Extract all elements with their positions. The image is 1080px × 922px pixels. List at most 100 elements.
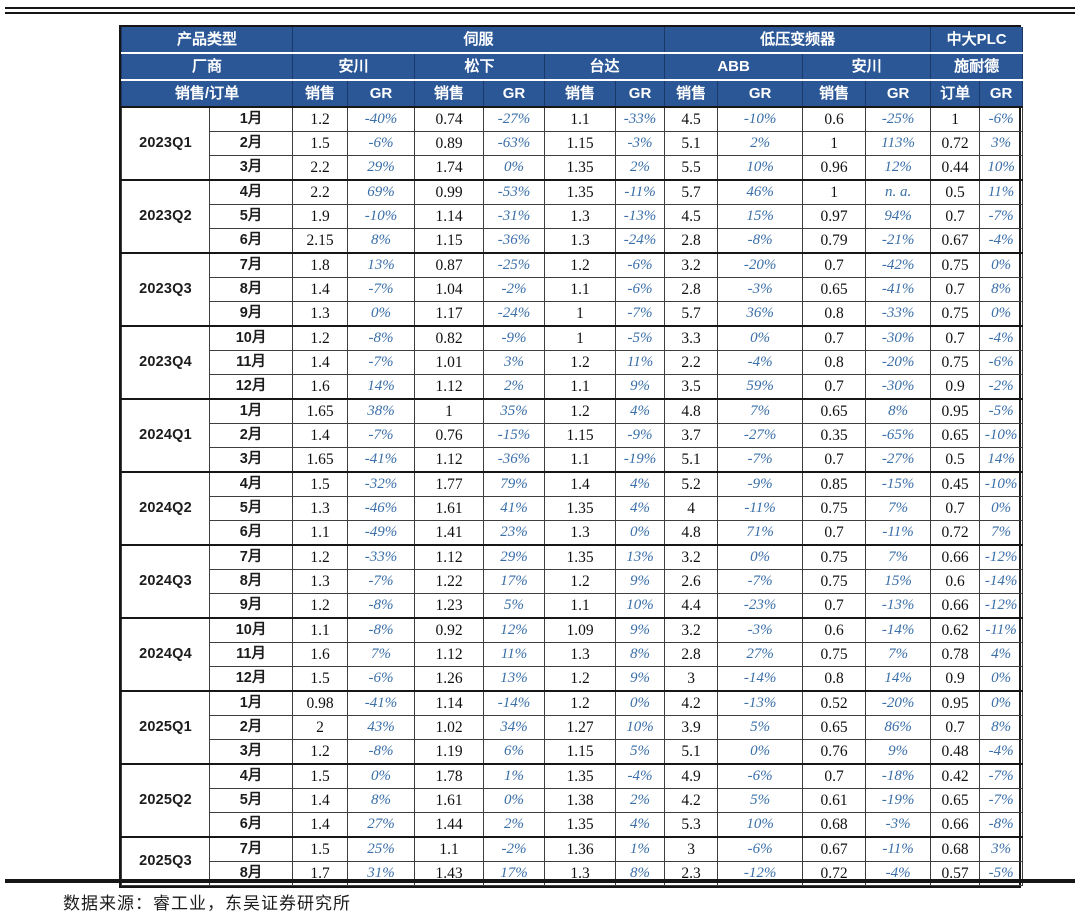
gr-cell: 7% — [865, 544, 932, 570]
gr-cell: 14% — [347, 374, 416, 400]
gr-cell: 69% — [347, 179, 416, 205]
sales-cell: 0.7 — [930, 715, 981, 740]
sales-cell: 4.2 — [664, 788, 719, 813]
sales-cell: 1.27 — [544, 715, 617, 740]
sales-cell: 1.1 — [544, 593, 617, 619]
table-row: 2024Q3 7月 1.2 -33% 1.12 29% 1.35 13% 3.2 0% 0.75 7%… — [121, 544, 1024, 619]
gr-cell: 12% — [483, 617, 546, 643]
header-cell: 产品类型 — [120, 27, 294, 54]
gr-cell: 3% — [483, 350, 546, 375]
table-row: 2025Q2 4月 1.5 0% 1.78 1% 1.35 -4% 4.9 -6% 0.7 -18% 0… — [121, 763, 1024, 838]
sales-cell: 2.2 — [664, 350, 719, 375]
month-cell: 8月 — [208, 569, 294, 594]
gr-cell: 9% — [615, 569, 666, 594]
gr-cell: 10% — [615, 715, 666, 740]
gr-cell: 41% — [483, 496, 546, 521]
sales-cell: 0.67 — [802, 836, 867, 862]
gr-cell: -41% — [865, 277, 932, 302]
table-row: 3月 1.65 -41% 1.12 -36% 1.1 -19% 5.1 -7% 0.7 -27% 0.… — [122, 447, 1024, 473]
gr-cell: 6% — [483, 739, 546, 765]
month-cell: 9月 — [208, 593, 294, 619]
gr-cell: -7% — [979, 204, 1024, 229]
sales-cell: 3 — [664, 666, 719, 692]
month-cell: 5月 — [208, 204, 294, 229]
quarter-cell: 2025Q2 — [121, 763, 210, 838]
gr-cell: -12% — [979, 593, 1024, 619]
gr-cell: -7% — [347, 277, 416, 302]
gr-cell: 25% — [347, 836, 416, 862]
sales-cell: 0.82 — [414, 325, 485, 351]
gr-cell: -3% — [615, 131, 666, 156]
gr-cell: 11% — [615, 350, 666, 375]
sales-cell: 3.7 — [664, 423, 719, 448]
table-row: 2023Q1 1月 1.2 -40% 0.74 -27% 1.1 -33% 4.5 -10% 0.6… — [121, 106, 1024, 181]
gr-cell: -41% — [347, 447, 416, 473]
table-row: 2025Q1 1月 0.98 -41% 1.14 -14% 1.2 0% 4.2 -13% 0.52… — [121, 690, 1024, 765]
gr-cell: 14% — [865, 666, 932, 692]
sales-cell: 1.35 — [544, 763, 617, 789]
quarter-cell: 2025Q1 — [121, 690, 210, 765]
gr-cell: -24% — [615, 228, 666, 254]
gr-cell: 14% — [979, 447, 1024, 473]
gr-cell: -14% — [717, 666, 804, 692]
gr-cell: -33% — [865, 301, 932, 327]
gr-cell: 23% — [483, 520, 546, 546]
table-row: 11月 1.4 -7% 1.01 3% 1.2 11% 2.2 -4% 0.8 -20% 0.75 -6… — [122, 350, 1024, 375]
gr-cell: 13% — [483, 666, 546, 692]
sales-cell: 0.8 — [802, 666, 867, 692]
sales-cell: 1.01 — [414, 350, 485, 375]
gr-cell: 29% — [347, 155, 416, 181]
gr-cell: -6% — [347, 666, 416, 692]
header-cell: 厂商 — [120, 52, 294, 81]
gr-cell: -3% — [717, 277, 804, 302]
month-cell: 11月 — [208, 350, 294, 375]
month-cell: 1月 — [208, 690, 294, 716]
table-row: 2024Q1 1月 1.65 38% 1 35% 1.2 4% 4.8 7% 0.65 8% 0.95-… — [121, 398, 1024, 473]
table-row: 2024Q4 10月 1.1 -8% 0.92 12% 1.09 9% 3.2 -3% 0.6 -14… — [121, 617, 1024, 692]
gr-cell: -3% — [717, 617, 804, 643]
gr-cell: 2% — [717, 131, 804, 156]
sales-cell: 0.75 — [802, 642, 867, 667]
sales-cell: 1.3 — [292, 496, 349, 521]
gr-cell: 0% — [347, 301, 416, 327]
sales-cell: 0.75 — [802, 544, 867, 570]
gr-cell: -6% — [347, 131, 416, 156]
gr-cell: -36% — [483, 447, 546, 473]
gr-cell: -13% — [717, 690, 804, 716]
sales-cell: 1.14 — [414, 690, 485, 716]
gr-cell: -25% — [865, 106, 932, 132]
gr-cell: n. a. — [865, 179, 932, 205]
gr-cell: -30% — [865, 325, 932, 351]
sales-cell: 0.78 — [930, 642, 981, 667]
sales-cell: 1.5 — [292, 666, 349, 692]
month-cell: 6月 — [208, 228, 294, 254]
sales-cell: 1.35 — [544, 812, 617, 838]
sales-cell: 0.5 — [930, 447, 981, 473]
sales-cell: 1.35 — [544, 496, 617, 521]
gr-cell: -2% — [979, 374, 1024, 400]
sales-cell: 0.9 — [930, 374, 981, 400]
sales-cell: 0.75 — [930, 252, 981, 278]
gr-cell: -7% — [979, 763, 1024, 789]
sales-cell: 0.42 — [930, 763, 981, 789]
gr-cell: -14% — [483, 690, 546, 716]
sales-cell: 1.2 — [292, 739, 349, 765]
month-cell: 2月 — [208, 131, 294, 156]
gr-cell: 3% — [979, 836, 1024, 862]
sales-cell: 0.68 — [802, 812, 867, 838]
sales-cell: 1.2 — [544, 350, 617, 375]
gr-cell: 2% — [483, 374, 546, 400]
gr-cell: -33% — [615, 106, 666, 132]
gr-cell: 4% — [979, 642, 1024, 667]
gr-cell: 9% — [615, 666, 666, 692]
gr-cell: -30% — [865, 374, 932, 400]
sales-cell: 1.19 — [414, 739, 485, 765]
sales-cell: 2.8 — [664, 228, 719, 254]
sales-cell: 0.7 — [802, 325, 867, 351]
gr-cell: -36% — [483, 228, 546, 254]
sales-cell: 1 — [544, 301, 617, 327]
sales-cell: 0.6 — [802, 106, 867, 132]
gr-cell: -8% — [347, 617, 416, 643]
gr-cell: 7% — [865, 642, 932, 667]
gr-cell: -8% — [347, 739, 416, 765]
